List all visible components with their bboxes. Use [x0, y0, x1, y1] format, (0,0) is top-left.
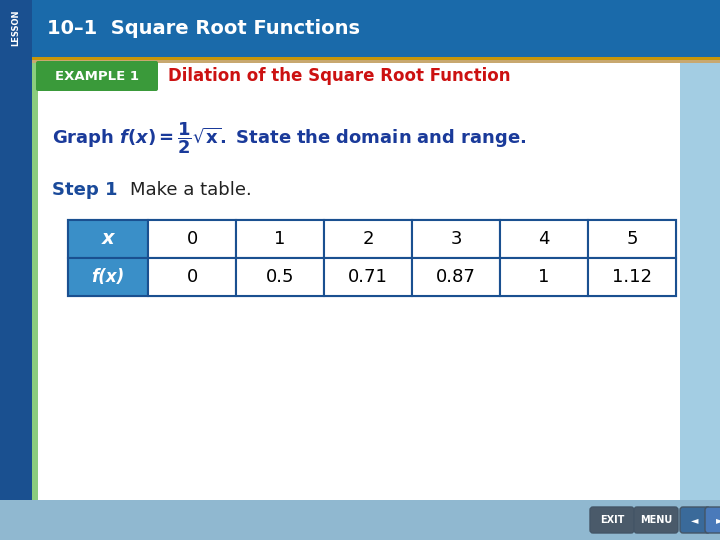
Text: f(x): f(x)	[91, 268, 125, 286]
Text: 0: 0	[186, 268, 197, 286]
Bar	[32, 63, 38, 500]
Bar	[588, 220, 676, 258]
Text: ◄: ◄	[691, 515, 698, 525]
Text: 2: 2	[362, 230, 374, 248]
Bar	[412, 220, 500, 258]
Bar	[32, 63, 680, 500]
Text: 1: 1	[539, 268, 549, 286]
Bar	[236, 258, 324, 296]
Bar	[68, 258, 148, 296]
Bar	[0, 57, 720, 60]
Text: Step 1: Step 1	[52, 181, 117, 199]
Bar	[500, 220, 588, 258]
Text: LESSON: LESSON	[12, 10, 20, 46]
Text: 0.71: 0.71	[348, 268, 388, 286]
FancyBboxPatch shape	[590, 507, 634, 533]
Bar	[148, 220, 236, 258]
Text: MENU: MENU	[640, 515, 672, 525]
FancyBboxPatch shape	[634, 507, 678, 533]
Text: 1.12: 1.12	[612, 268, 652, 286]
Text: 1: 1	[274, 230, 286, 248]
Bar	[0, 500, 720, 540]
Text: 0: 0	[186, 230, 197, 248]
Text: ►: ►	[716, 515, 720, 525]
Text: Make a table.: Make a table.	[130, 181, 252, 199]
Bar	[0, 0, 720, 58]
Text: EXIT: EXIT	[600, 515, 624, 525]
FancyBboxPatch shape	[36, 61, 158, 91]
Bar	[324, 220, 412, 258]
Bar	[324, 258, 412, 296]
Bar	[0, 60, 720, 63]
Text: 4: 4	[539, 230, 550, 248]
Bar	[68, 220, 148, 258]
Bar	[680, 0, 720, 540]
Bar	[412, 258, 500, 296]
Text: 0.5: 0.5	[266, 268, 294, 286]
Text: 0.87: 0.87	[436, 268, 476, 286]
FancyBboxPatch shape	[705, 507, 720, 533]
Bar	[500, 258, 588, 296]
Text: Dilation of the Square Root Function: Dilation of the Square Root Function	[168, 67, 510, 85]
Text: EXAMPLE 1: EXAMPLE 1	[55, 70, 139, 83]
Bar	[68, 220, 676, 296]
Text: 10–1  Square Root Functions: 10–1 Square Root Functions	[47, 18, 360, 37]
Text: 5: 5	[626, 230, 638, 248]
Bar	[0, 0, 32, 540]
Text: x: x	[102, 230, 114, 248]
Text: 3: 3	[450, 230, 462, 248]
Bar	[588, 258, 676, 296]
Text: $\bf{Graph}\ \boldsymbol{f(x) = \dfrac{1}{2}\sqrt{x}.}\ \bf{State\ the\ domain\ : $\bf{Graph}\ \boldsymbol{f(x) = \dfrac{1…	[52, 120, 526, 156]
Bar	[148, 258, 236, 296]
Bar	[236, 220, 324, 258]
FancyBboxPatch shape	[680, 507, 710, 533]
